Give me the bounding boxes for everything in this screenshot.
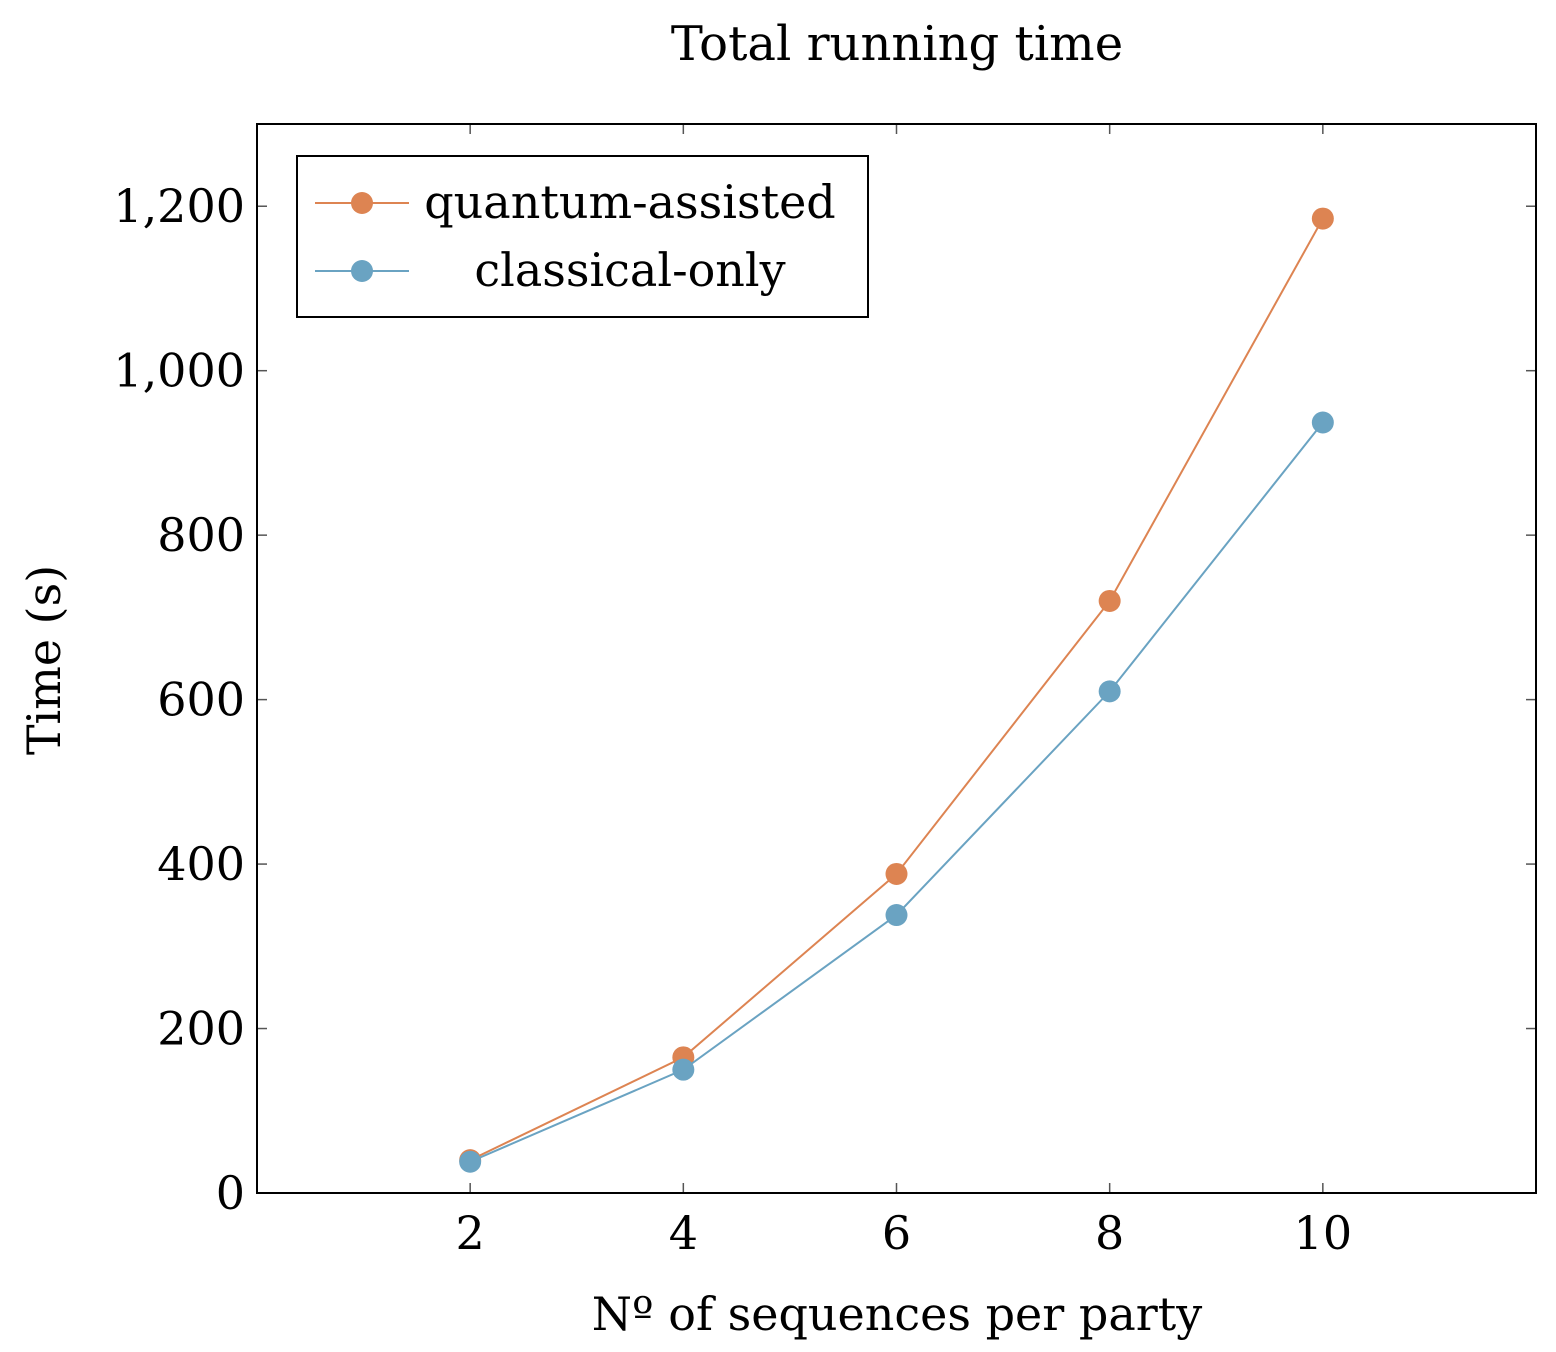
x-axis-label: Nº of sequences per party [592, 1287, 1202, 1341]
legend-marker-quantum-assisted [351, 192, 373, 214]
legend-label-classical-only: classical-only [474, 243, 785, 297]
y-axis-label: Time (s) [17, 565, 71, 755]
data-point-quantum-assisted [885, 862, 908, 885]
y-tick-label: 1,200 [113, 179, 245, 233]
x-tick-label: 8 [1095, 1206, 1124, 1260]
y-tick-label: 1,000 [113, 344, 245, 398]
data-point-quantum-assisted [1098, 589, 1121, 612]
x-tick-label: 6 [882, 1206, 911, 1260]
y-tick-label: 400 [157, 837, 245, 891]
y-tick-label: 600 [157, 673, 245, 727]
y-tick-label: 0 [216, 1166, 245, 1220]
y-tick-labels: 0 200 400 600 800 1,000 1,200 [113, 179, 245, 1220]
series-line-quantum-assisted [469, 218, 1324, 1162]
data-point-classical-only [459, 1150, 482, 1173]
plot-frame [256, 123, 1537, 1194]
x-tick-labels: 2 4 6 8 10 [456, 1206, 1353, 1260]
legend-label-quantum-assisted: quantum-assisted [424, 175, 836, 229]
y-tick-label: 200 [157, 1002, 245, 1056]
y-tick-label: 800 [157, 508, 245, 562]
data-point-classical-only [1098, 680, 1121, 703]
axis-ticks [257, 124, 1536, 1193]
legend: quantum-assisted classical-only [296, 155, 869, 318]
data-point-classical-only [885, 904, 908, 927]
series-line-classical-only [469, 421, 1324, 1163]
data-point-classical-only [672, 1058, 695, 1081]
x-tick-label: 10 [1294, 1206, 1353, 1260]
legend-marker-classical-only [351, 260, 373, 282]
legend-box [296, 155, 869, 318]
chart-title: Total running time [671, 16, 1123, 72]
series-layer [459, 207, 1334, 1173]
data-point-classical-only [1311, 411, 1334, 434]
x-tick-label: 2 [456, 1206, 485, 1260]
data-point-quantum-assisted [1311, 207, 1334, 230]
x-tick-label: 4 [669, 1206, 698, 1260]
